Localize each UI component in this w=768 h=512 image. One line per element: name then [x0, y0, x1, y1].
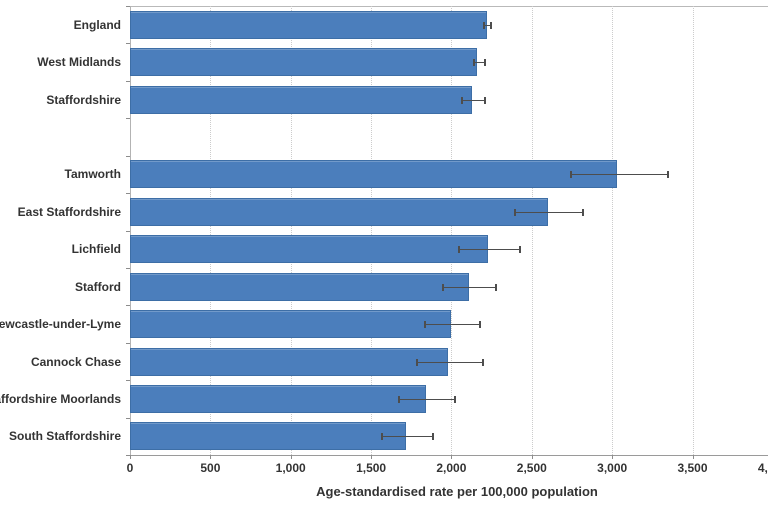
y-axis-tick: [126, 6, 130, 7]
x-tick-label: 2,000: [436, 461, 467, 475]
error-bar-cap-high: [667, 171, 670, 179]
error-bar-cap-high: [484, 59, 487, 67]
y-axis-tick: [126, 80, 130, 82]
x-axis-tick: [210, 455, 212, 459]
x-axis-tick: [612, 455, 614, 459]
error-bar-cap-low: [397, 395, 400, 403]
category-label-staffordshire-moorlands: Staffordshire Moorlands: [0, 391, 121, 406]
error-bar-cap-high: [484, 96, 487, 104]
bar-stafford: [130, 272, 470, 301]
bar-newcastle-under-lyme: [130, 310, 452, 338]
error-bar-cap-low: [482, 21, 485, 29]
bar-staffordshire: [130, 85, 473, 114]
bar-tamworth: [130, 160, 617, 189]
error-bar-south-staffordshire: [380, 436, 433, 438]
x-tick-label: 3,000: [597, 461, 628, 475]
bar-staffordshire-moorlands: [130, 384, 426, 413]
x-axis-title: Age-standardised rate per 100,000 popula…: [316, 484, 598, 499]
category-label-staffordshire: Staffordshire: [46, 92, 121, 107]
gridline: [531, 6, 533, 455]
bar-lichfield: [130, 235, 489, 264]
error-bar-cap-low: [424, 321, 427, 328]
x-tick-label: 4,000: [757, 461, 768, 475]
error-bar-tamworth: [570, 174, 669, 176]
error-bar-staffordshire: [461, 99, 486, 101]
category-label-cannock-chase: Cannock Chase: [30, 354, 121, 369]
y-axis-tick: [126, 342, 130, 344]
y-axis-tick: [126, 193, 130, 195]
category-label-west-midlands: West Midlands: [37, 55, 121, 70]
category-label-east-staffordshire: East Staffordshire: [17, 204, 121, 219]
x-tick-label: 3,500: [677, 461, 708, 475]
gridline: [612, 6, 614, 455]
error-bar-west-midlands: [473, 62, 486, 64]
category-label-stafford: Stafford: [75, 279, 121, 294]
x-tick-label: 2,500: [516, 461, 547, 475]
gridline: [451, 6, 453, 455]
x-axis-tick: [531, 455, 533, 459]
error-bar-cap-high: [495, 283, 498, 291]
error-bar-stafford: [441, 286, 497, 288]
y-axis-tick: [126, 380, 130, 382]
error-bar-cap-low: [441, 283, 444, 291]
error-bar-cap-high: [479, 321, 482, 328]
category-label-newcastle-under-lyme: Newcastle-under-Lyme: [0, 317, 121, 331]
y-axis-tick: [126, 455, 130, 456]
x-axis-tick: [451, 455, 453, 459]
error-bar-cap-low: [380, 433, 383, 441]
error-bar-lichfield: [457, 249, 520, 251]
y-axis-line: [130, 6, 131, 455]
x-axis-tick: [692, 455, 694, 459]
error-bar-cap-high: [582, 208, 585, 216]
error-bar-cap-high: [489, 21, 492, 29]
plot-top-border: [130, 6, 768, 7]
y-axis-tick: [126, 305, 130, 307]
category-label-tamworth: Tamworth: [64, 167, 121, 182]
error-bar-cap-high: [432, 433, 434, 441]
category-label-lichfield: Lichfield: [71, 242, 121, 257]
error-bar-east-staffordshire: [514, 211, 584, 213]
gridline: [210, 6, 212, 455]
error-bar-cap-low: [461, 96, 464, 104]
error-bar-cap-low: [570, 171, 573, 179]
y-axis-tick: [126, 43, 130, 45]
category-label-england: England: [73, 17, 121, 32]
error-bar-cap-low: [457, 246, 460, 254]
x-axis-tick: [290, 455, 292, 459]
error-bar-cannock-chase: [416, 361, 483, 363]
error-bar-cap-high: [481, 358, 484, 366]
x-tick-label: 1,500: [356, 461, 387, 475]
error-bar-newcastle-under-lyme: [424, 324, 481, 325]
error-bar-england: [482, 24, 491, 26]
error-bar-cap-low: [416, 358, 419, 366]
gridline: [290, 6, 292, 455]
error-bar-staffordshire-moorlands: [397, 398, 455, 400]
x-tick-label: 1,000: [275, 461, 306, 475]
x-axis-tick: [130, 455, 131, 459]
category-label-south-staffordshire: South Staffordshire: [8, 429, 121, 444]
y-axis-tick: [126, 417, 130, 419]
error-bar-cap-high: [453, 395, 456, 403]
gridline: [371, 6, 373, 455]
error-bar-cap-low: [514, 208, 517, 216]
bar-west-midlands: [130, 48, 478, 77]
error-bar-cap-low: [473, 59, 476, 67]
y-axis-tick: [126, 267, 130, 269]
bar-east-staffordshire: [130, 197, 548, 226]
x-axis-line: [130, 455, 768, 456]
y-axis-tick: [126, 230, 130, 232]
x-axis-tick: [371, 455, 373, 459]
bar-cannock-chase: [130, 347, 449, 376]
y-axis-tick: [126, 155, 130, 157]
bar-south-staffordshire: [130, 422, 406, 451]
bar-england: [130, 10, 487, 39]
y-axis-tick: [126, 118, 130, 120]
gridline: [692, 6, 694, 455]
x-tick-label: 500: [200, 461, 221, 475]
x-tick-label: 0: [126, 461, 134, 475]
error-bar-cap-high: [518, 246, 521, 254]
